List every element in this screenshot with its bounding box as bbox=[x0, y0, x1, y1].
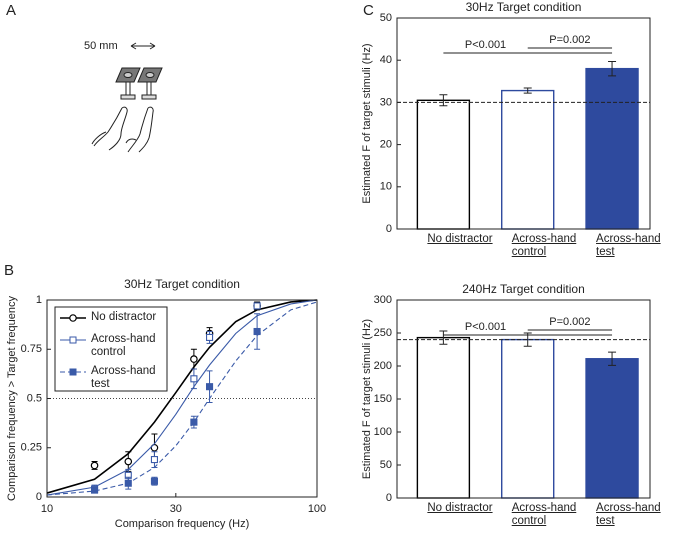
significance-label: P<0.001 bbox=[465, 39, 506, 51]
x-tick-label: No distractor bbox=[427, 233, 493, 245]
y-axis-label: Estimated F of target stimuli (Hz) bbox=[361, 319, 373, 479]
y-tick-label: 250 bbox=[374, 327, 392, 339]
plot-frame bbox=[46, 299, 318, 498]
plot-frame bbox=[396, 299, 651, 499]
y-axis-label: Comparison frequency > Target frequency bbox=[6, 296, 18, 501]
x-tick-label: Across-hand control bbox=[511, 233, 577, 258]
data-point bbox=[253, 327, 261, 336]
x-tick-label: Across-hand test bbox=[596, 233, 661, 258]
legend-marker bbox=[69, 314, 77, 322]
significance-label: P=0.002 bbox=[549, 316, 590, 328]
y-tick-label: 20 bbox=[380, 139, 392, 151]
error-bar bbox=[608, 351, 617, 366]
bar bbox=[501, 89, 555, 230]
panel-label: C bbox=[363, 2, 374, 19]
x-tick-label: 10 bbox=[41, 503, 53, 515]
bar bbox=[585, 67, 639, 230]
y-tick-label: 300 bbox=[374, 294, 392, 306]
scale-label: 50 mm bbox=[84, 40, 118, 52]
error-bar bbox=[439, 330, 448, 345]
y-axis-label: Estimated F of target stimuli (Hz) bbox=[361, 43, 373, 203]
data-point bbox=[190, 418, 198, 426]
y-tick-label: 50 bbox=[380, 459, 392, 471]
x-tick-label: No distractor bbox=[427, 502, 493, 514]
y-tick-label: 0 bbox=[386, 492, 392, 504]
legend-label: No distractor bbox=[91, 311, 157, 323]
y-tick-label: 0.5 bbox=[27, 392, 42, 404]
panel-label: B bbox=[4, 262, 14, 279]
y-tick-label: 10 bbox=[380, 181, 392, 193]
y-tick-label: 200 bbox=[374, 360, 392, 372]
x-tick-label: 100 bbox=[308, 503, 326, 515]
x-tick-label: 30 bbox=[170, 503, 182, 515]
x-tick-label: Across-hand test bbox=[596, 502, 661, 527]
y-tick-label: 40 bbox=[380, 54, 392, 66]
bar bbox=[416, 336, 471, 499]
y-tick-label: 150 bbox=[374, 393, 392, 405]
error-bar bbox=[439, 94, 448, 107]
data-point bbox=[90, 486, 99, 494]
legend-marker bbox=[69, 336, 77, 344]
data-point bbox=[124, 479, 132, 487]
data-point bbox=[190, 355, 198, 363]
data-point bbox=[150, 477, 158, 485]
data-point bbox=[90, 461, 99, 470]
y-tick-label: 0 bbox=[36, 491, 42, 503]
significance-label: P=0.002 bbox=[549, 34, 590, 46]
data-point bbox=[253, 302, 261, 310]
significance-label: P<0.001 bbox=[465, 321, 506, 333]
illustration bbox=[91, 42, 163, 153]
data-point bbox=[190, 375, 198, 383]
x-axis-label: Comparison frequency (Hz) bbox=[115, 518, 250, 530]
bar bbox=[416, 99, 471, 230]
y-tick-label: 0.75 bbox=[21, 343, 42, 355]
bar bbox=[585, 358, 639, 499]
data-point bbox=[124, 457, 133, 466]
y-tick-label: 30 bbox=[380, 96, 392, 108]
data-point bbox=[150, 456, 158, 464]
chart-title: 240Hz Target condition bbox=[462, 282, 585, 296]
panel-label: A bbox=[6, 2, 16, 19]
plot-frame bbox=[396, 17, 651, 230]
data-point bbox=[206, 383, 214, 391]
y-tick-label: 0 bbox=[386, 223, 392, 235]
data-point bbox=[206, 333, 214, 341]
legend-label: Across-hand test bbox=[91, 365, 156, 390]
error-bar bbox=[523, 87, 532, 94]
chart-title: 30Hz Target condition bbox=[466, 0, 582, 14]
y-tick-label: 100 bbox=[374, 426, 392, 438]
error-bar bbox=[608, 60, 617, 77]
legend-marker bbox=[69, 368, 77, 376]
bar bbox=[501, 338, 555, 499]
legend-label: Across-hand control bbox=[91, 333, 156, 358]
y-tick-label: 0.25 bbox=[21, 442, 42, 454]
x-tick-label: Across-hand control bbox=[511, 502, 577, 527]
y-tick-label: 50 bbox=[380, 12, 392, 24]
y-tick-label: 1 bbox=[36, 294, 42, 306]
chart-title: 30Hz Target condition bbox=[124, 277, 240, 291]
